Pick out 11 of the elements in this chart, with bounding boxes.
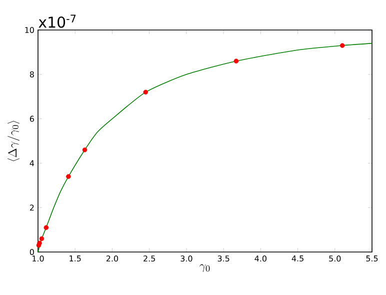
line-series: [38, 42, 372, 252]
y-axis-title: $\langle \Delta\gamma/\gamma_0\rangle$: [8, 120, 20, 162]
point: [39, 236, 44, 242]
point: [82, 147, 88, 152]
text: x10$^{-7}$: [38, 14, 76, 28]
point: [44, 225, 49, 230]
point: [234, 58, 239, 64]
point: [340, 43, 345, 48]
point: [66, 174, 71, 179]
x-axis-title: $\gamma_0$: [200, 264, 210, 272]
point: [143, 90, 148, 95]
